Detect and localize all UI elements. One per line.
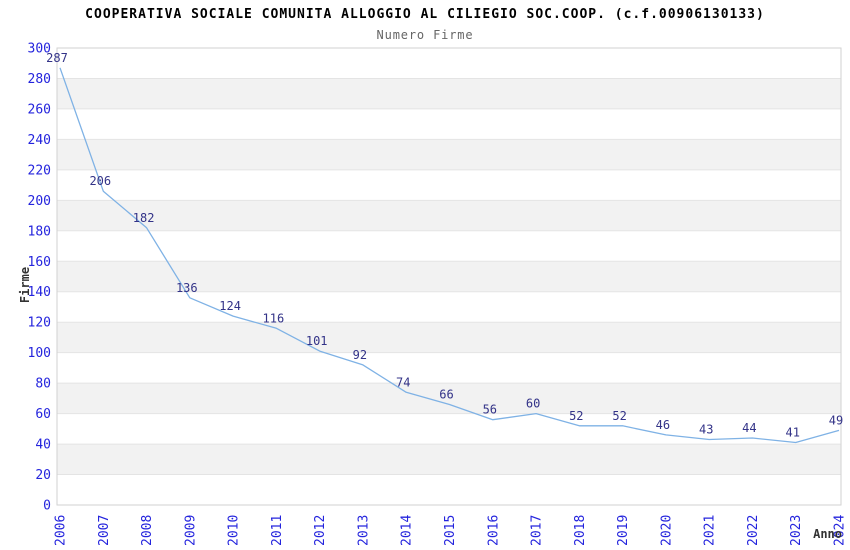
point-label: 52 xyxy=(569,409,583,423)
x-tick-label: 2024 xyxy=(833,515,848,546)
y-tick-label: 120 xyxy=(28,316,51,331)
plot-band xyxy=(57,169,841,201)
x-tick-label: 2012 xyxy=(313,515,328,546)
x-tick-label: 2020 xyxy=(659,515,674,546)
x-tick-label: 2016 xyxy=(486,515,501,546)
x-tick-label: 2022 xyxy=(746,515,761,546)
plot-band xyxy=(57,322,841,353)
point-label: 66 xyxy=(439,388,453,402)
x-tick-label: 2006 xyxy=(54,515,69,546)
y-tick-label: 300 xyxy=(28,42,51,57)
x-tick-label: 2018 xyxy=(573,515,588,546)
plot-band xyxy=(57,139,841,170)
plot-band xyxy=(57,444,841,475)
y-tick-label: 280 xyxy=(28,72,51,87)
point-label: 101 xyxy=(306,334,328,348)
plot-band xyxy=(57,78,841,109)
y-tick-label: 220 xyxy=(28,163,51,178)
plot-band xyxy=(57,230,841,262)
x-tick-label: 2010 xyxy=(227,515,242,546)
plot-band xyxy=(57,291,841,323)
point-label: 46 xyxy=(656,418,670,432)
point-label: 287 xyxy=(46,51,68,65)
x-tick-label: 2008 xyxy=(140,515,155,546)
x-tick-label: 2023 xyxy=(789,515,804,546)
x-tick-label: 2013 xyxy=(356,515,371,546)
point-label: 41 xyxy=(785,426,799,440)
point-label: 92 xyxy=(353,348,367,362)
x-tick-label: 2007 xyxy=(97,515,112,546)
plot-band xyxy=(57,48,841,79)
point-label: 116 xyxy=(263,311,285,325)
x-axis-title: Anno xyxy=(813,527,842,541)
plot-band xyxy=(57,352,841,384)
y-tick-label: 240 xyxy=(28,133,51,148)
x-tick-label: 2015 xyxy=(443,515,458,546)
point-label: 49 xyxy=(829,413,843,427)
y-tick-label: 80 xyxy=(35,377,51,392)
y-tick-label: 100 xyxy=(28,346,51,361)
plot-band xyxy=(57,200,841,231)
y-axis-title: Firme xyxy=(18,267,32,303)
plot-band xyxy=(57,474,841,505)
x-tick-label: 2019 xyxy=(616,515,631,546)
plot-band xyxy=(57,383,841,414)
y-tick-label: 20 xyxy=(35,468,51,483)
x-tick-label: 2017 xyxy=(530,515,545,546)
plot-band xyxy=(57,108,841,140)
y-tick-label: 0 xyxy=(43,499,51,514)
plot-border xyxy=(56,47,842,506)
chart-title: COOPERATIVA SOCIALE COMUNITA ALLOGGIO AL… xyxy=(85,7,765,22)
point-label: 74 xyxy=(396,375,410,389)
y-tick-label: 40 xyxy=(35,438,51,453)
x-tick-label: 2014 xyxy=(400,515,415,546)
y-tick-label: 260 xyxy=(28,102,51,117)
y-tick-label: 140 xyxy=(28,285,51,300)
x-tick-label: 2021 xyxy=(703,515,718,546)
point-label: 56 xyxy=(483,403,497,417)
point-label: 52 xyxy=(612,409,626,423)
point-label: 124 xyxy=(219,299,241,313)
plot-band xyxy=(57,261,841,292)
y-tick-label: 200 xyxy=(28,194,51,209)
point-label: 44 xyxy=(742,421,756,435)
point-label: 206 xyxy=(89,174,111,188)
x-tick-label: 2009 xyxy=(183,515,198,546)
data-line xyxy=(59,67,840,444)
point-label: 43 xyxy=(699,423,713,437)
y-tick-label: 160 xyxy=(28,255,51,270)
y-tick-label: 180 xyxy=(28,224,51,239)
point-label: 182 xyxy=(133,211,155,225)
point-label: 136 xyxy=(176,281,198,295)
chart-subtitle: Numero Firme xyxy=(376,28,474,42)
point-label: 60 xyxy=(526,397,540,411)
y-tick-label: 60 xyxy=(35,407,51,422)
x-tick-label: 2011 xyxy=(270,515,285,546)
